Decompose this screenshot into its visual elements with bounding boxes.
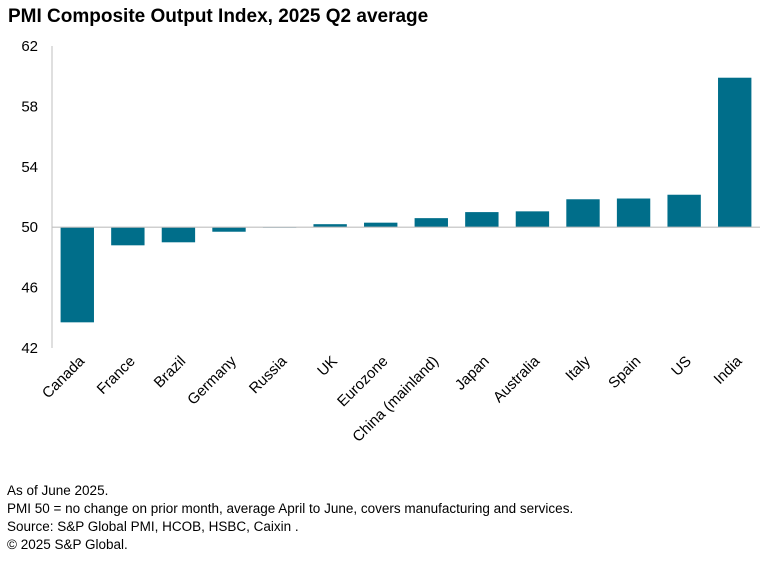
x-tick-label: UK [314, 353, 341, 380]
y-tick-label: 62 [21, 38, 38, 55]
x-tick-label: Russia [246, 352, 291, 397]
y-tick-label: 42 [21, 340, 38, 357]
y-tick-label: 50 [21, 219, 38, 236]
x-tick-label: Italy [562, 352, 594, 384]
x-tick-label: Japan [452, 353, 493, 394]
bar [616, 198, 651, 228]
bar [515, 211, 550, 228]
bar [465, 212, 499, 228]
bar [111, 227, 145, 246]
y-tick-label: 54 [21, 159, 38, 176]
bar [414, 218, 448, 228]
bar [60, 227, 94, 323]
x-tick-label: Brazil [151, 353, 190, 392]
bar [718, 77, 752, 228]
bars-group [60, 77, 752, 323]
x-tick-label: France [94, 353, 139, 398]
bar [313, 224, 347, 228]
x-tick-label: Canada [39, 352, 89, 402]
x-tick-label: Spain [605, 353, 644, 392]
bar [667, 194, 701, 228]
x-tick-label: US [668, 353, 695, 380]
footnote-as-of: As of June 2025. [7, 483, 109, 498]
footnote-definition: PMI 50 = no change on prior month, avera… [7, 501, 574, 516]
footnotes: As of June 2025. PMI 50 = no change on p… [7, 482, 573, 554]
y-tick-label: 58 [21, 98, 38, 115]
x-tick-label: Australia [490, 352, 544, 406]
footnote-copyright: © 2025 S&P Global. [7, 537, 128, 552]
x-tick-label: India [711, 352, 746, 387]
x-tick-label: Germany [184, 352, 240, 408]
chart-title: PMI Composite Output Index, 2025 Q2 aver… [8, 6, 429, 27]
footnote-source: Source: S&P Global PMI, HCOB, HSBC, Caix… [7, 519, 299, 534]
bar [566, 199, 600, 228]
y-tick-label: 46 [21, 280, 38, 297]
bar [212, 227, 246, 232]
x-tick-label: China (mainland) [349, 353, 442, 446]
y-axis: 42 46 50 54 58 62 [21, 38, 53, 357]
bar [364, 222, 398, 228]
bar [161, 227, 196, 243]
